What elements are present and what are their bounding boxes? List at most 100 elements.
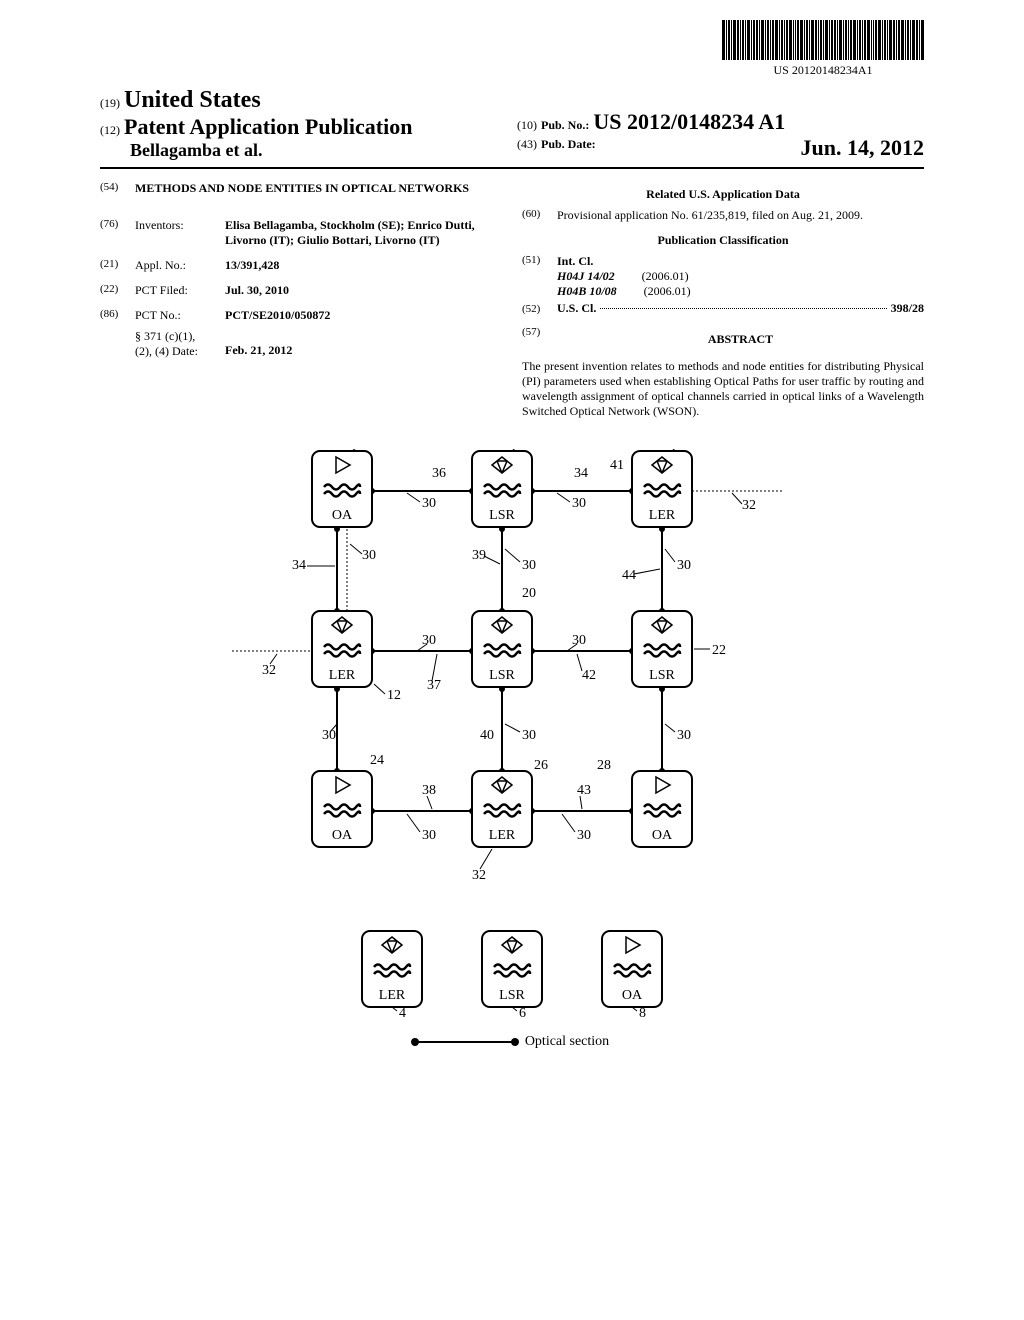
- pct-filed-row: (22) PCT Filed: Jul. 30, 2010: [100, 283, 502, 298]
- related-code: (60): [522, 208, 557, 223]
- abstract-heading: ABSTRACT: [557, 332, 924, 347]
- svg-text:OA: OA: [332, 508, 353, 523]
- svg-text:30: 30: [422, 828, 436, 843]
- svg-text:30: 30: [677, 558, 691, 573]
- int-cl-code: (51): [522, 254, 557, 299]
- svg-text:6: 6: [519, 1006, 526, 1019]
- inventors-code: (76): [100, 218, 135, 248]
- svg-text:4: 4: [399, 1006, 406, 1019]
- int-cl1: H04J 14/02: [557, 269, 615, 283]
- code-12: (12): [100, 123, 120, 137]
- svg-text:30: 30: [677, 728, 691, 743]
- country: United States: [124, 87, 261, 113]
- barcode-text: US 20120148234A1: [722, 63, 924, 78]
- dotted-line: [600, 308, 886, 309]
- svg-text:30: 30: [322, 728, 336, 743]
- code-19: (19): [100, 96, 120, 110]
- col-right: Related U.S. Application Data (60) Provi…: [522, 181, 924, 419]
- svg-text:30: 30: [522, 558, 536, 573]
- related-heading: Related U.S. Application Data: [522, 187, 924, 202]
- appl-row: (21) Appl. No.: 13/391,428: [100, 258, 502, 273]
- svg-text:LER: LER: [329, 668, 356, 683]
- optical-section: Optical section: [100, 1034, 924, 1050]
- svg-text:20: 20: [522, 586, 536, 601]
- inventors-label: Inventors:: [135, 218, 225, 248]
- pct-no-code: (86): [100, 308, 135, 323]
- pct-filed-value: Jul. 30, 2010: [225, 283, 502, 298]
- legend-ler: LER4: [357, 929, 427, 1019]
- us-cl-label: U.S. Cl.: [557, 301, 596, 316]
- svg-text:LSR: LSR: [489, 508, 515, 523]
- barcode-lines: [722, 20, 924, 60]
- svg-text:30: 30: [422, 496, 436, 511]
- svg-text:41: 41: [610, 458, 624, 473]
- pct-filed-code: (22): [100, 283, 135, 298]
- svg-text:LSR: LSR: [499, 988, 525, 1003]
- barcode-section: US 20120148234A1: [100, 20, 924, 79]
- int-cl2: H04B 10/08: [557, 284, 617, 298]
- related-text: Provisional application No. 61/235,819, …: [557, 208, 924, 223]
- svg-text:28: 28: [597, 758, 611, 773]
- divider: [100, 167, 924, 169]
- svg-text:37: 37: [427, 678, 441, 693]
- svg-text:32: 32: [262, 663, 276, 678]
- abstract-text: The present invention relates to methods…: [522, 359, 924, 419]
- appl-value: 13/391,428: [225, 258, 502, 273]
- svg-text:LSR: LSR: [649, 668, 675, 683]
- svg-text:34: 34: [292, 558, 306, 573]
- us-cl-value: 398/28: [891, 301, 924, 316]
- s371-value: Feb. 21, 2012: [225, 329, 502, 359]
- svg-text:42: 42: [582, 668, 596, 683]
- int-cl2-date: (2006.01): [644, 284, 691, 298]
- int-cl-value: Int. Cl. H04J 14/02 (2006.01) H04B 10/08…: [557, 254, 924, 299]
- col-left: (54) METHODS AND NODE ENTITIES IN OPTICA…: [100, 181, 502, 419]
- pub-date: Jun. 14, 2012: [801, 135, 924, 161]
- us-cl-code: (52): [522, 303, 557, 315]
- code-43: (43): [517, 137, 537, 151]
- svg-text:43: 43: [577, 783, 591, 798]
- pub-date-label: Pub. Date:: [541, 137, 596, 151]
- svg-text:8: 8: [639, 1006, 646, 1019]
- s371-row: § 371 (c)(1), (2), (4) Date: Feb. 21, 20…: [100, 329, 502, 359]
- legend-oa: OA 8: [597, 929, 667, 1019]
- header-row: (19) United States (12) Patent Applicati…: [100, 87, 924, 161]
- svg-text:34: 34: [574, 466, 588, 481]
- s371-label: § 371 (c)(1), (2), (4) Date:: [135, 329, 225, 359]
- svg-text:OA: OA: [652, 828, 673, 843]
- s371-spacer: [100, 329, 135, 359]
- figure-area: OA LSR LER LER LSR LSR OA LER: [100, 449, 924, 1050]
- svg-text:LSR: LSR: [489, 668, 515, 683]
- svg-text:36: 36: [432, 466, 446, 481]
- classification-heading: Publication Classification: [522, 233, 924, 248]
- abstract-code: (57): [522, 326, 557, 353]
- legend-lsr: LSR 6: [477, 929, 547, 1019]
- int-cl1-date: (2006.01): [642, 269, 689, 283]
- appl-label: Appl. No.:: [135, 258, 225, 273]
- svg-text:OA: OA: [332, 828, 353, 843]
- code-10: (10): [517, 118, 537, 132]
- appl-code: (21): [100, 258, 135, 273]
- svg-text:LER: LER: [489, 828, 516, 843]
- svg-text:32: 32: [472, 868, 486, 883]
- svg-text:OA: OA: [622, 988, 643, 1003]
- related-row: (60) Provisional application No. 61/235,…: [522, 208, 924, 223]
- us-cl-row: (52) U.S. Cl. 398/28: [522, 301, 924, 316]
- pct-filed-label: PCT Filed:: [135, 283, 225, 298]
- svg-text:39: 39: [472, 548, 486, 563]
- inventors-row: (76) Inventors: Elisa Bellagamba, Stockh…: [100, 218, 502, 248]
- svg-text:LER: LER: [649, 508, 676, 523]
- svg-text:30: 30: [522, 728, 536, 743]
- svg-text:40: 40: [480, 728, 494, 743]
- network-diagram: OA LSR LER LER LSR LSR OA LER: [222, 449, 802, 909]
- pct-no-row: (86) PCT No.: PCT/SE2010/050872: [100, 308, 502, 323]
- svg-text:38: 38: [422, 783, 436, 798]
- inventors-value: Elisa Bellagamba, Stockholm (SE); Enrico…: [225, 218, 502, 248]
- pct-no-label: PCT No.:: [135, 308, 225, 323]
- svg-text:22: 22: [712, 643, 726, 658]
- abstract-heading-row: (57) ABSTRACT: [522, 326, 924, 353]
- svg-text:32: 32: [742, 498, 756, 513]
- int-cl-row: (51) Int. Cl. H04J 14/02 (2006.01) H04B …: [522, 254, 924, 299]
- legend-row: LER4 LSR 6 OA 8: [100, 929, 924, 1019]
- title-code: (54): [100, 181, 135, 208]
- svg-text:44: 44: [622, 568, 636, 583]
